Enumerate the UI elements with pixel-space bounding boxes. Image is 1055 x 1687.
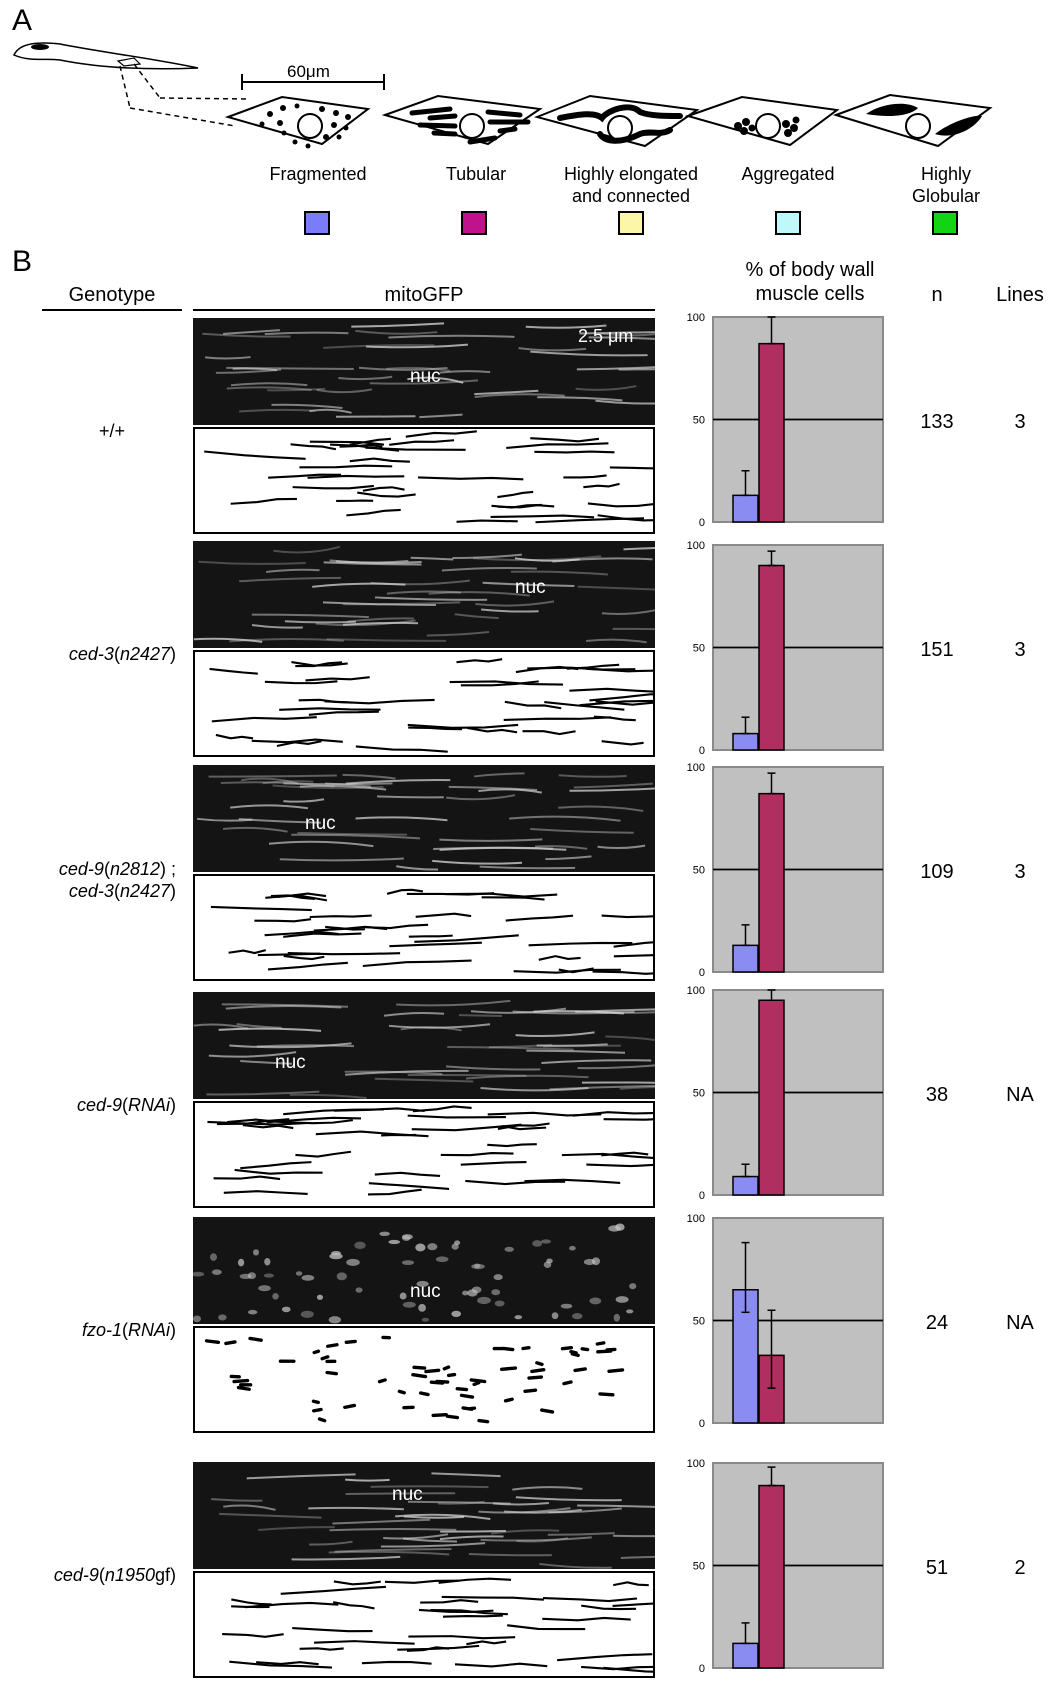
y-tick-label: 0 <box>699 1418 705 1430</box>
y-tick-label: 50 <box>693 1561 705 1573</box>
y-tick-label: 50 <box>693 1316 705 1328</box>
lines-value: NA <box>985 1084 1055 1107</box>
worm-pharynx <box>31 44 49 50</box>
header-genotype-rule <box>42 309 182 311</box>
y-tick-label: 0 <box>699 1190 705 1202</box>
scale-label-2-5um: 2.5 μm <box>578 326 633 347</box>
header-mitogfp-rule <box>193 309 655 311</box>
bar-tubular <box>759 794 784 972</box>
genotype-label: ced-9(n1950gf) <box>54 1564 176 1586</box>
n-value: 38 <box>902 1084 972 1107</box>
lines-value: 3 <box>985 639 1055 662</box>
cell-tubular-diagram <box>385 96 540 144</box>
y-tick-label: 0 <box>699 967 705 979</box>
y-tick-label: 100 <box>687 1213 705 1225</box>
nucleus-label: nuc <box>275 1052 306 1074</box>
mitogfp-micrograph: nuc <box>193 1462 655 1569</box>
category-swatch <box>618 211 644 235</box>
y-tick-label: 100 <box>687 762 705 774</box>
lines-value: 3 <box>985 861 1055 884</box>
cell-elongated-diagram <box>537 96 697 146</box>
category-label: Tubular <box>386 163 566 185</box>
mitochondria-trace <box>193 874 655 981</box>
mitochondria-trace <box>193 1571 655 1678</box>
n-value: 51 <box>902 1557 972 1580</box>
bar-fragmented <box>733 495 758 522</box>
bar-tubular <box>759 1486 784 1668</box>
header-genotype: Genotype <box>42 283 182 307</box>
category-swatch <box>932 211 958 235</box>
mitogfp-micrograph: nuc <box>193 992 655 1099</box>
n-value: 151 <box>902 639 972 662</box>
muscle-cell-diagrams <box>0 30 1055 160</box>
genotype-label: ced-9(n2812) ;ced-3(n2427) <box>59 858 176 902</box>
category-label: Fragmented <box>228 163 408 185</box>
bar-fragmented <box>733 734 758 750</box>
percent-bar-chart: 0 50 100 <box>673 1210 893 1437</box>
category-label: Aggregated <box>698 163 878 185</box>
y-tick-label: 50 <box>693 1088 705 1100</box>
y-tick-label: 100 <box>687 1458 705 1470</box>
percent-bar-chart: 0 50 100 <box>673 537 893 764</box>
percent-bar-chart: 0 50 100 <box>673 309 893 536</box>
cell-globular-diagram <box>836 95 990 146</box>
bar-fragmented <box>733 945 758 972</box>
mitochondria-trace <box>193 650 655 757</box>
y-tick-label: 50 <box>693 643 705 655</box>
nucleus-label: nuc <box>410 366 441 388</box>
y-tick-label: 0 <box>699 1663 705 1675</box>
bar-fragmented <box>733 1643 758 1668</box>
y-tick-label: 100 <box>687 312 705 324</box>
bar-tubular <box>759 1000 784 1195</box>
y-tick-label: 50 <box>693 415 705 427</box>
nucleus-label: nuc <box>515 577 546 599</box>
n-value: 24 <box>902 1312 972 1335</box>
y-tick-label: 100 <box>687 985 705 997</box>
nucleus-label: nuc <box>410 1281 441 1303</box>
header-lines: Lines <box>985 283 1055 307</box>
category-swatch <box>461 211 487 235</box>
genotype-label: fzo-1(RNAi) <box>82 1319 176 1341</box>
lines-value: 3 <box>985 411 1055 434</box>
y-tick-label: 50 <box>693 865 705 877</box>
genotype-label: ced-3(n2427) <box>69 643 176 665</box>
mitochondria-trace <box>193 1326 655 1433</box>
scale-label-60um: 60μm <box>287 62 330 82</box>
mitogfp-micrograph: nuc <box>193 765 655 872</box>
bar-tubular <box>759 344 784 522</box>
y-tick-label: 0 <box>699 745 705 757</box>
nucleus-label: nuc <box>305 813 336 835</box>
category-swatch <box>304 211 330 235</box>
genotype-label: ced-9(RNAi) <box>77 1094 176 1116</box>
y-tick-label: 0 <box>699 517 705 529</box>
percent-bar-chart: 0 50 100 <box>673 1455 893 1682</box>
bar-fragmented <box>733 1177 758 1195</box>
y-tick-label: 100 <box>687 540 705 552</box>
percent-bar-chart: 0 50 100 <box>673 982 893 1209</box>
n-value: 133 <box>902 411 972 434</box>
mitogfp-micrograph: nuc <box>193 1217 655 1324</box>
lines-value: NA <box>985 1312 1055 1335</box>
cell-fragmented-diagram <box>228 97 368 149</box>
panel-b-letter: B <box>12 245 32 279</box>
mitogfp-micrograph: nuc 2.5 μm <box>193 318 655 425</box>
mitochondria-trace <box>193 1101 655 1208</box>
category-swatch <box>775 211 801 235</box>
cell-aggregated-diagram <box>688 97 837 145</box>
nucleus-label: nuc <box>392 1484 423 1506</box>
lines-value: 2 <box>985 1557 1055 1580</box>
header-mitogfp: mitoGFP <box>193 283 655 307</box>
genotype-label: +/+ <box>99 420 125 442</box>
n-value: 109 <box>902 861 972 884</box>
header-n: n <box>902 283 972 307</box>
mitogfp-micrograph: nuc <box>193 541 655 648</box>
mitochondria-trace <box>193 427 655 534</box>
bar-tubular <box>759 566 784 751</box>
percent-bar-chart: 0 50 100 <box>673 759 893 986</box>
